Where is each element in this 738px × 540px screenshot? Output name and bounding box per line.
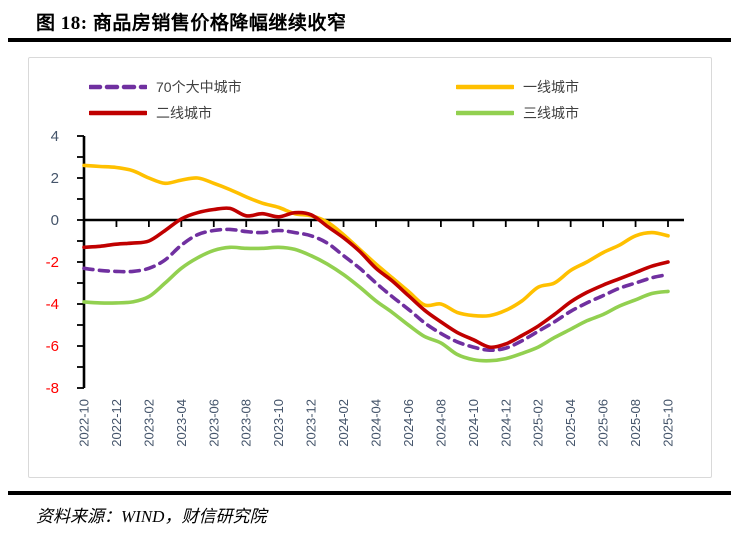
x-tick-label: 2023-06 <box>206 399 221 447</box>
x-tick-label: 2025-02 <box>531 399 546 447</box>
series-line-70个大中城市 <box>82 227 670 353</box>
x-tick-label: 2025-10 <box>661 399 676 447</box>
legend-label: 三线城市 <box>523 105 579 121</box>
figure-source: 资料来源：WIND，财信研究院 <box>36 507 267 526</box>
chart-legend: 70个大中城市 二线城市 一线城市三线城市 <box>89 74 579 126</box>
legend-item-70个大中城市: 70个大中城市 <box>89 77 456 97</box>
legend-swatch-二线城市 <box>89 110 147 116</box>
figure-title: 图 18: 商品房销售价格降幅继续收窄 <box>36 13 347 34</box>
chart-panel: 70个大中城市 二线城市 一线城市三线城市 4 2 0 -2 -4 -6 -8 2022-10 20… <box>28 57 712 478</box>
x-tick-label: 2025-06 <box>596 399 611 447</box>
series-line-三线城市 <box>82 245 670 363</box>
y-tick-label: 0 <box>51 212 59 229</box>
x-tick-label: 2025-08 <box>628 399 643 447</box>
x-tick-label: 2024-02 <box>336 399 351 447</box>
series-line-一线城市 <box>82 163 670 318</box>
legend-item-二线城市: 二线城市 <box>89 103 456 123</box>
x-tick-label: 2023-12 <box>304 399 319 447</box>
legend-swatch-70个大中城市 <box>89 84 147 90</box>
legend-swatch-一线城市 <box>456 84 514 90</box>
x-tick-label: 2023-10 <box>271 399 286 447</box>
legend-label: 二线城市 <box>156 105 212 121</box>
y-tick-label: -6 <box>46 338 59 355</box>
x-tick-label: 2023-02 <box>141 399 156 447</box>
source-divider <box>8 491 731 495</box>
x-tick-label: 2023-08 <box>239 399 254 447</box>
x-tick-label: 2023-04 <box>174 399 189 447</box>
x-tick-label: 2024-12 <box>498 399 513 447</box>
x-tick-label: 2025-04 <box>563 399 578 447</box>
legend-item-三线城市: 三线城市 <box>456 103 579 123</box>
y-tick-label: -4 <box>46 296 59 313</box>
legend-label: 70个大中城市 <box>156 79 242 95</box>
x-tick-label: 2022-12 <box>109 399 124 447</box>
x-tick-label: 2024-08 <box>433 399 448 447</box>
x-tick-label: 2024-06 <box>401 399 416 447</box>
series-line-二线城市 <box>82 206 670 350</box>
legend-swatch-三线城市 <box>456 110 514 116</box>
plot-area: 4 2 0 -2 -4 -6 -8 2022-10 2022-12 2023-02 2023-04 2… <box>46 128 684 447</box>
legend-item-一线城市: 一线城市 <box>456 77 579 97</box>
x-tick-label: 2022-10 <box>77 399 92 447</box>
y-tick-label: -2 <box>46 254 59 271</box>
y-tick-label: -8 <box>46 380 59 397</box>
x-tick-label: 2024-04 <box>369 399 384 447</box>
legend-label: 一线城市 <box>523 79 579 95</box>
title-divider <box>8 38 731 42</box>
y-tick-label: 2 <box>51 170 59 187</box>
y-tick-label: 4 <box>51 128 59 145</box>
x-tick-label: 2024-10 <box>466 399 481 447</box>
